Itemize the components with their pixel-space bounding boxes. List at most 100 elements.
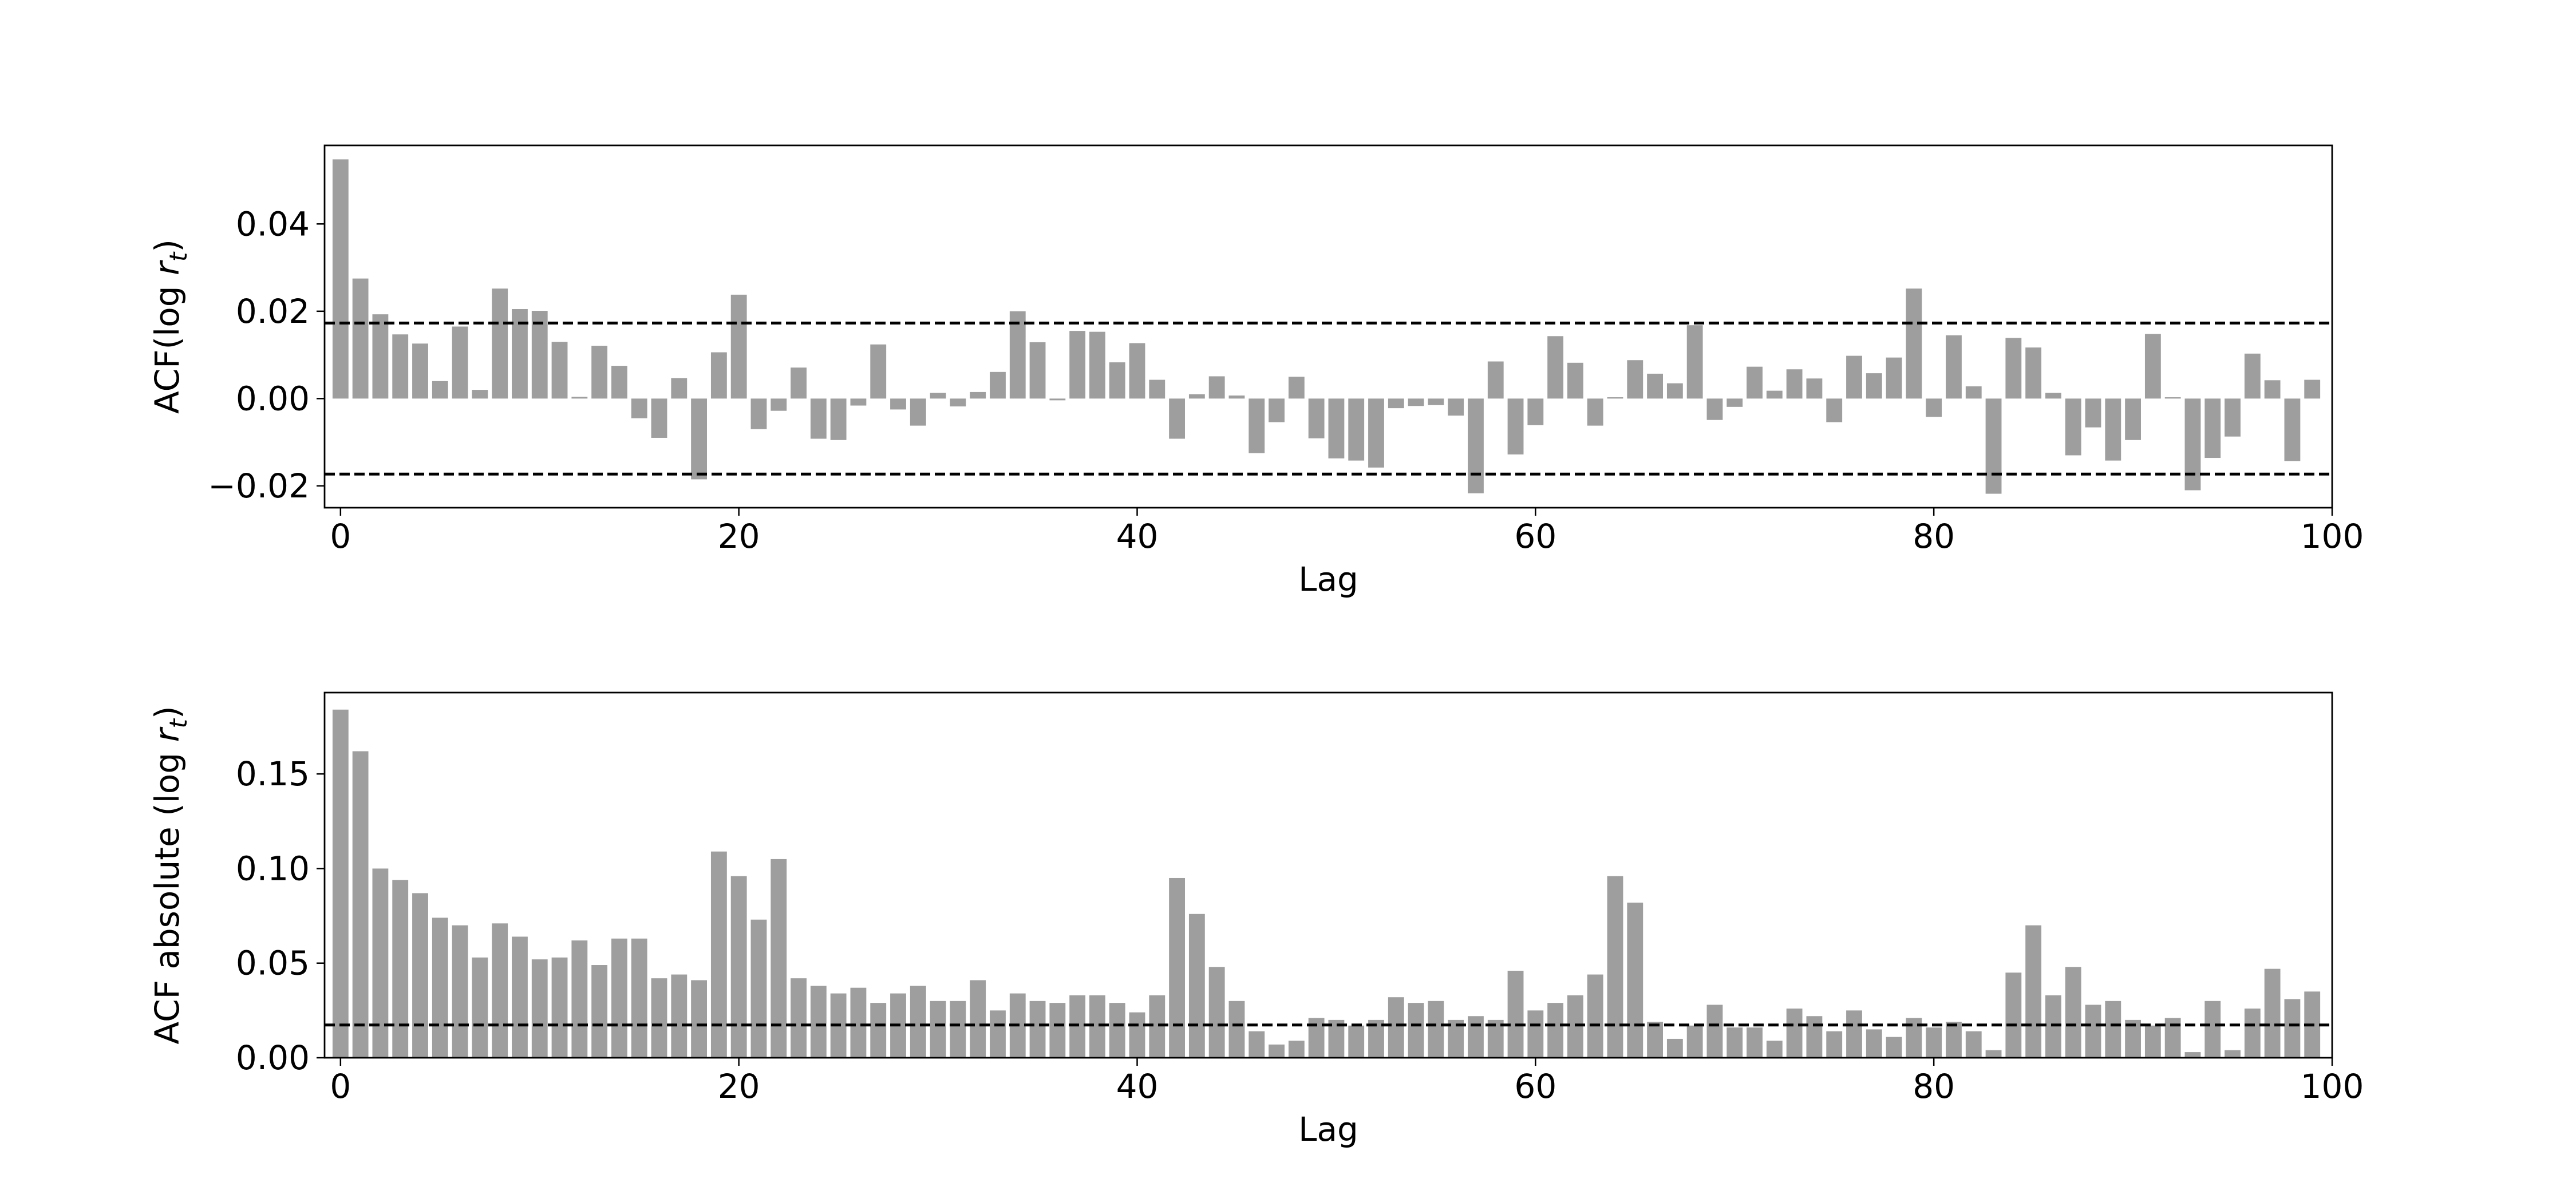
bar-lag-51 [1348,398,1365,461]
bar-lag-62 [1567,362,1583,399]
x-axis-label: Lag [1298,1110,1358,1149]
bar-lag-63 [1587,398,1603,426]
bar-lag-96 [2244,1009,2261,1058]
bar-lag-84 [2005,338,2022,399]
bar-lag-49 [1308,398,1325,438]
bar-lag-27 [870,1003,887,1058]
bar-lag-5 [432,918,448,1058]
bar-lag-83 [1985,398,2002,494]
bar-lag-36 [1049,1003,1066,1058]
bar-lag-99 [2304,379,2321,399]
bar-lag-94 [2204,398,2221,458]
bar-lag-21 [750,398,767,429]
bar-lag-45 [1228,395,1245,399]
bar-lag-22 [771,398,787,411]
x-tick-label: 0 [330,517,351,556]
bar-lag-88 [2085,1005,2101,1058]
bar-lag-23 [791,367,807,399]
bar-lag-90 [2125,398,2141,440]
bar-lag-1 [352,751,369,1058]
bar-lag-46 [1249,1031,1265,1058]
bar-lag-33 [990,1010,1006,1058]
y-axis-label-var: r [148,260,187,275]
bar-lag-54 [1408,398,1424,406]
bar-lag-74 [1806,378,1823,399]
x-tick-label: 20 [718,1067,760,1106]
bar-lag-15 [631,938,647,1058]
bar-lag-51 [1348,1025,1365,1058]
bar-lag-8 [492,923,508,1058]
bar-lag-56 [1448,398,1464,416]
bar-lag-91 [2144,1025,2161,1058]
bar-lag-63 [1587,974,1603,1058]
bar-lag-70 [1726,1027,1743,1058]
bar-lag-20 [730,876,747,1058]
bar-lag-16 [651,398,667,438]
bar-lag-96 [2244,353,2261,399]
bar-lag-97 [2264,968,2281,1058]
bar-lag-12 [571,397,588,399]
bar-lag-7 [472,390,488,399]
bar-lag-27 [870,344,887,399]
bar-lag-77 [1866,373,1882,399]
bar-lag-84 [2005,972,2022,1058]
bar-lag-1 [352,278,369,399]
bar-lag-48 [1288,1041,1305,1058]
bar-lag-58 [1487,361,1504,399]
bar-lag-19 [710,851,727,1058]
bar-lag-22 [771,859,787,1058]
bar-lag-68 [1686,325,1703,399]
bar-lag-43 [1188,914,1205,1058]
bar-lag-4 [412,343,428,399]
bar-lag-87 [2065,967,2081,1058]
bar-lag-72 [1766,390,1783,399]
bar-lag-85 [2025,347,2042,399]
bar-lag-67 [1666,1038,1683,1058]
bar-lag-89 [2105,1001,2121,1058]
bar-lag-23 [791,978,807,1058]
bar-lag-30 [930,1001,946,1058]
bar-lag-95 [2225,398,2241,437]
bar-lag-24 [810,986,827,1058]
y-axis-label-prefix: ACF(log [148,275,187,414]
bar-lag-69 [1706,1005,1723,1058]
bar-lag-14 [611,366,627,399]
bar-lag-41 [1149,379,1165,399]
x-tick-label: 40 [1116,1067,1159,1106]
acf-absolute-axes-frame [323,691,2333,1059]
bar-lag-77 [1866,1029,1882,1058]
bar-lag-46 [1249,398,1265,453]
bar-lag-3 [392,880,409,1058]
bar-lag-45 [1228,1001,1245,1058]
y-axis-label-subscript: t [164,718,192,729]
bar-lag-78 [1886,357,1902,399]
bar-lag-72 [1766,1041,1783,1058]
bar-lag-59 [1507,398,1524,454]
bar-lag-35 [1029,342,1046,399]
bar-lag-82 [1965,386,1982,399]
bar-lag-55 [1428,398,1444,405]
bar-lag-47 [1269,1044,1285,1058]
bar-lag-68 [1686,1025,1703,1058]
bar-lag-13 [591,965,608,1058]
y-axis-label-subscript: t [164,251,192,262]
bar-lag-93 [2184,1052,2201,1058]
x-tick-label: 20 [718,517,760,556]
bar-lag-85 [2025,925,2042,1058]
bar-lag-60 [1527,398,1544,425]
bar-lag-4 [412,893,428,1058]
bar-lag-44 [1208,967,1225,1058]
acf-axes-frame [323,144,2333,509]
bar-lag-61 [1547,1003,1564,1058]
x-tick-label: 100 [2301,517,2364,556]
bar-lag-65 [1627,902,1643,1058]
bar-lag-9 [512,936,528,1058]
bar-lag-38 [1089,331,1105,399]
bar-lag-57 [1468,398,1484,493]
y-axis-label-suffix: ) [148,239,187,252]
bar-lag-10 [531,311,548,399]
x-tick-label: 100 [2301,1067,2364,1106]
bar-lag-37 [1069,331,1086,399]
